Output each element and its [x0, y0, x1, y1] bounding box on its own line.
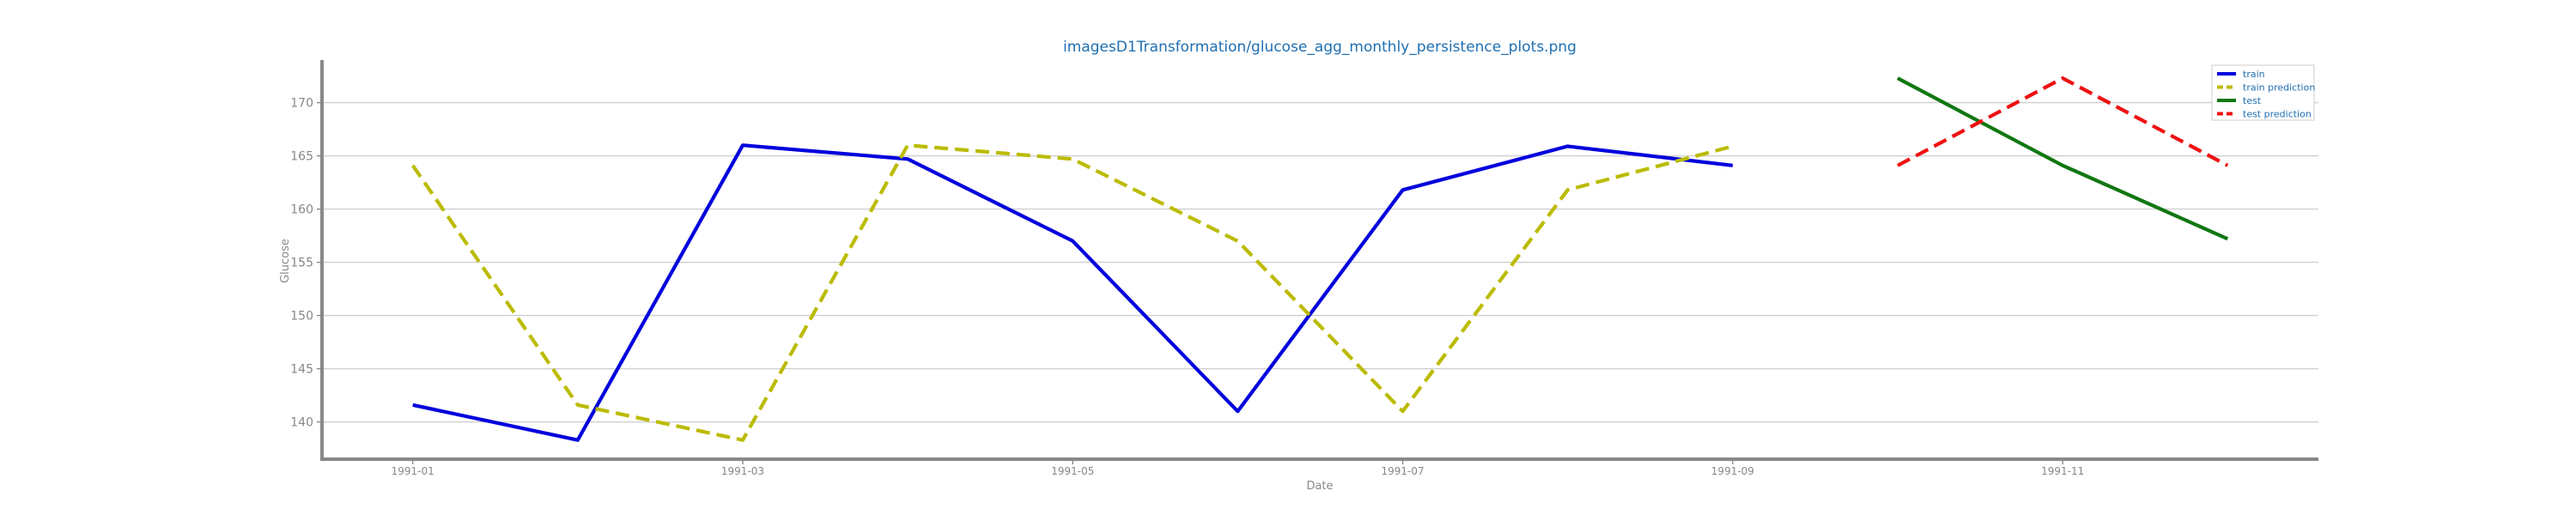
grid-lines	[322, 101, 2318, 423]
x-tick-label: 1991-07	[1382, 465, 1425, 477]
y-tick-label: 145	[290, 363, 313, 377]
x-tick-label: 1991-11	[2041, 465, 2084, 477]
y-axis-label: Glucose	[279, 239, 292, 283]
y-tick-label: 140	[290, 416, 313, 430]
y-tick-label: 170	[290, 97, 313, 111]
y-tick-label: 155	[290, 257, 313, 270]
x-tick-label: 1991-01	[392, 465, 434, 477]
legend-label-test-prediction: test prediction	[2243, 109, 2312, 120]
series-line-test	[1897, 76, 2229, 241]
y-tick-label: 150	[290, 310, 313, 324]
series-line-test-prediction	[1897, 76, 2229, 167]
y-tick-label: 165	[290, 150, 313, 164]
y-axis-ticks: 140 145 150 155 160 165 170	[290, 97, 322, 430]
x-tick-label: 1991-05	[1051, 465, 1094, 477]
legend-label-train: train	[2243, 69, 2265, 80]
x-axis-label: Date	[1306, 480, 1333, 493]
series-lines	[410, 76, 2229, 442]
x-tick-label: 1991-09	[1711, 465, 1754, 477]
series-line-train-prediction	[410, 143, 1734, 442]
series-line-train	[412, 143, 1734, 442]
x-axis-ticks: 1991-01 1991-03 1991-05 1991-07 1991-09 1991-…	[392, 459, 2084, 477]
legend-label-train-prediction: train prediction	[2243, 82, 2315, 94]
legend-label-test: test	[2243, 95, 2262, 106]
chart-title: imagesD1Transformation/glucose_agg_month…	[1063, 39, 1577, 56]
x-tick-label: 1991-03	[721, 465, 764, 477]
y-tick-label: 160	[290, 203, 313, 217]
